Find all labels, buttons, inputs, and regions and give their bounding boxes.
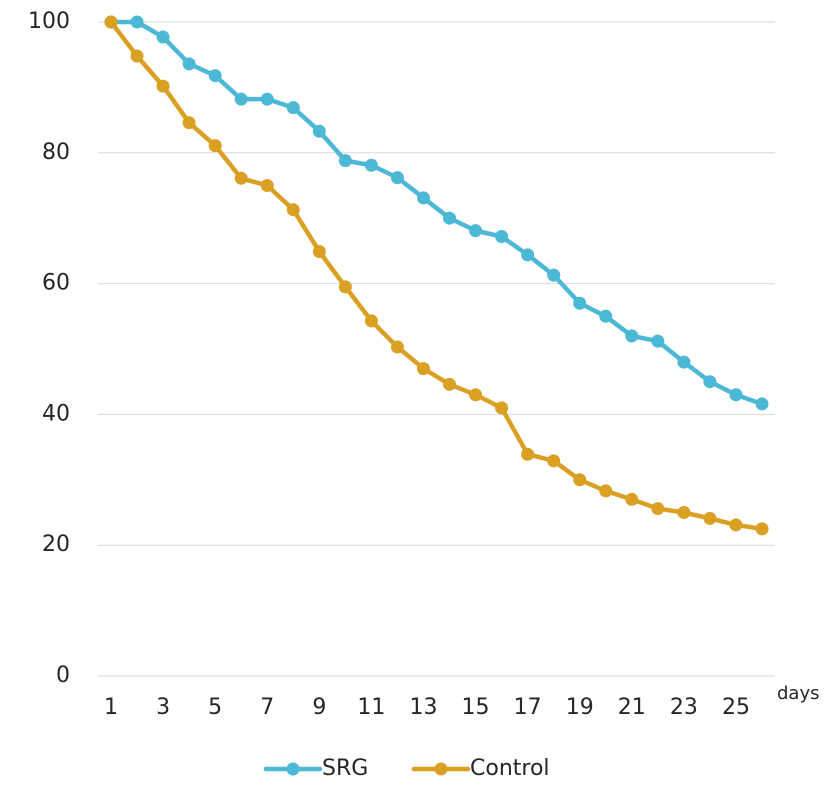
data-point — [390, 340, 404, 354]
data-point — [651, 502, 665, 516]
data-point — [703, 375, 717, 389]
data-point — [755, 522, 769, 536]
data-point — [599, 309, 613, 323]
data-point — [625, 329, 639, 343]
data-point — [390, 171, 404, 185]
x-tick-label: 9 — [312, 695, 326, 720]
x-tick-label: 21 — [618, 695, 646, 720]
x-axis-ticks: 1 3 5 7 9 11 13 15 17 19 21 23 25 — [104, 695, 750, 720]
data-point — [260, 92, 274, 106]
data-point — [208, 69, 222, 83]
data-point — [338, 280, 352, 294]
data-point — [755, 397, 769, 411]
legend: SRG Control — [263, 756, 550, 781]
data-point — [443, 211, 457, 225]
gridlines — [98, 21, 775, 677]
legend-marker — [286, 762, 300, 776]
x-tick-label: 7 — [260, 695, 274, 720]
data-point — [416, 362, 430, 376]
data-point — [495, 401, 509, 415]
data-point — [677, 506, 691, 519]
data-point — [547, 268, 561, 282]
y-axis-ticks: 0 20 40 60 80 100 — [28, 9, 70, 688]
x-tick-label: 19 — [566, 695, 594, 720]
data-point — [260, 179, 274, 192]
legend-label: Control — [470, 756, 550, 781]
data-point — [208, 139, 222, 153]
data-point — [234, 92, 248, 106]
data-point — [729, 518, 743, 532]
x-tick-label: 11 — [357, 695, 385, 720]
data-point — [573, 473, 587, 487]
data-point — [625, 492, 639, 506]
y-tick-label: 80 — [42, 140, 70, 165]
data-point — [495, 230, 509, 244]
y-tick-label: 100 — [28, 9, 70, 34]
data-point — [521, 248, 535, 262]
data-point — [547, 454, 561, 468]
data-point — [416, 191, 430, 205]
data-point — [234, 171, 248, 185]
data-point — [469, 224, 483, 238]
x-tick-label: 13 — [409, 695, 437, 720]
data-point — [703, 511, 717, 525]
x-tick-label: 1 — [104, 695, 118, 720]
legend-marker — [434, 762, 448, 776]
data-point — [364, 314, 378, 328]
series-line-srg — [108, 19, 765, 407]
y-tick-label: 0 — [56, 663, 70, 688]
data-point — [338, 154, 352, 168]
x-axis-label: days — [777, 683, 820, 704]
data-point — [130, 49, 144, 63]
legend-label: SRG — [322, 756, 368, 781]
data-point — [182, 116, 196, 130]
y-tick-label: 60 — [42, 271, 70, 296]
x-tick-label: 5 — [208, 695, 222, 720]
y-tick-label: 20 — [42, 532, 70, 557]
data-point — [729, 388, 743, 402]
data-point — [443, 377, 457, 391]
data-point — [156, 79, 170, 93]
y-tick-label: 40 — [42, 401, 70, 426]
data-point — [599, 484, 613, 498]
data-point — [130, 15, 144, 29]
x-tick-label: 25 — [722, 695, 750, 720]
series-srg — [104, 15, 769, 411]
data-point — [312, 124, 326, 138]
series-lines — [104, 15, 769, 536]
x-tick-label: 15 — [462, 695, 490, 720]
legend-item-control: Control — [411, 756, 550, 781]
x-tick-label: 23 — [670, 695, 698, 720]
data-point — [286, 203, 300, 217]
data-point — [521, 447, 535, 461]
x-tick-label: 17 — [514, 695, 542, 720]
data-point — [469, 388, 483, 402]
data-point — [182, 57, 196, 71]
data-point — [104, 15, 118, 29]
data-point — [286, 101, 300, 115]
data-point — [573, 296, 587, 310]
data-point — [156, 30, 170, 44]
data-point — [364, 158, 378, 172]
data-point — [312, 245, 326, 259]
series-control — [104, 15, 769, 536]
series-line-control — [108, 19, 765, 532]
data-point — [677, 355, 691, 369]
x-tick-label: 3 — [156, 695, 170, 720]
data-point — [651, 334, 665, 348]
legend-item-srg: SRG — [263, 756, 368, 781]
